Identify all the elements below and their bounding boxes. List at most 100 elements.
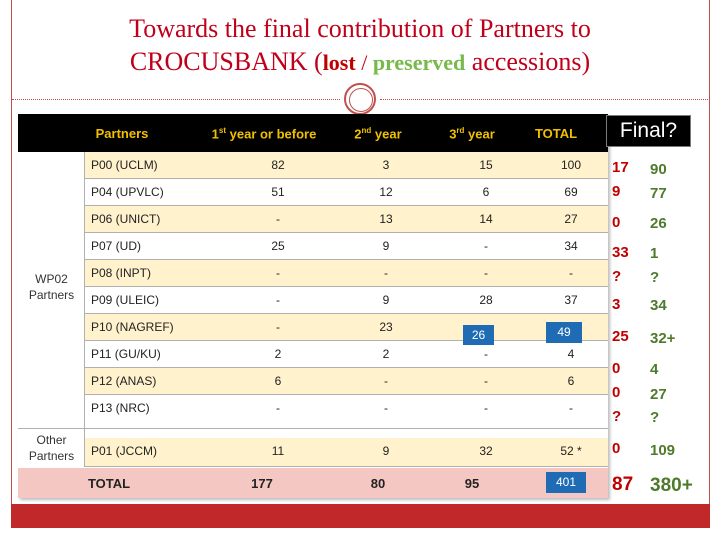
cell-partner: P12 (ANAS) (91, 374, 157, 388)
cell-y3: - (484, 239, 488, 253)
cell-y3: 14 (479, 212, 493, 226)
final-lost-value: 0 (612, 384, 621, 401)
final-lost-value: 33 (612, 244, 629, 261)
cell-partner: P08 (INPT) (91, 266, 152, 280)
table-row: P01 (JCCM) 11 9 32 52 * (85, 438, 608, 467)
cell-y2: 23 (379, 320, 393, 334)
cell-y3: - (484, 266, 488, 280)
cell-y1: - (276, 320, 280, 334)
cell-y2: 3 (382, 158, 390, 172)
cell-y1: 82 (271, 158, 285, 172)
header-year-3-text: year (464, 126, 495, 142)
final-lost-value: 0 (612, 214, 621, 231)
final-preserved-value: ? (650, 269, 660, 286)
table-row: P13 (NRC) - - - - (85, 395, 608, 429)
total-year-3: 95 (464, 476, 480, 491)
divider-left (12, 99, 340, 100)
cell-total: - (569, 266, 573, 280)
cell-y1: 6 (274, 374, 282, 388)
cell-total: 69 (564, 185, 578, 199)
final-lost-value: ? (612, 408, 622, 425)
final-lost-value: ? (612, 268, 622, 285)
final-lost-value: 9 (612, 183, 621, 200)
header-year-2-text: year (371, 126, 402, 142)
slide-title: Towards the final contribution of Partne… (0, 12, 720, 79)
cell-y1: 25 (271, 239, 285, 253)
table-row: P12 (ANAS) 6 - - 6 (85, 368, 608, 395)
final-preserved-value: ? (650, 409, 660, 426)
cell-y1: - (276, 293, 280, 307)
table-row: P07 (UD) 25 9 - 34 (85, 233, 608, 260)
final-lost-value: 3 (612, 296, 621, 313)
table-header: Partners 1st year or before 2nd year 3rd… (18, 114, 608, 152)
cell-y3: - (484, 374, 488, 388)
final-preserved-value: 90 (650, 161, 667, 178)
cell-total: 100 (560, 158, 582, 172)
final-preserved-value: 109 (650, 442, 676, 459)
table-row: P09 (ULEIC) - 9 28 37 (85, 287, 608, 314)
cell-y3: - (484, 347, 488, 361)
final-preserved-value: 77 (650, 185, 667, 202)
cell-total: 6 (567, 374, 575, 388)
header-year-3-num: 3 (449, 126, 457, 142)
header-year-1: 1st year or before (204, 126, 324, 141)
table-row: P11 (GU/KU) 2 2 - 4 (85, 341, 608, 368)
total-label: TOTAL (87, 476, 131, 491)
cell-y3: - (484, 401, 488, 415)
cell-partner: P06 (UNICT) (91, 212, 161, 226)
cell-partner: P11 (GU/KU) (91, 347, 161, 361)
cell-y1: 11 (271, 444, 285, 458)
final-lost-value: 0 (612, 440, 621, 457)
final-preserved-value: 34 (650, 297, 667, 314)
cell-total: 37 (564, 293, 578, 307)
cell-y3: 28 (479, 293, 493, 307)
final-total-preserved: 380+ (650, 475, 693, 496)
cell-partner: P13 (NRC) (91, 401, 150, 415)
final-preserved-value: 26 (650, 215, 667, 232)
title-line-1: Towards the final contribution of Partne… (129, 14, 591, 43)
cell-y2: 13 (379, 212, 393, 226)
final-label: Final? (606, 115, 691, 147)
total-year-1: 177 (251, 476, 273, 491)
table-row: P08 (INPT) - - - - (85, 260, 608, 287)
cell-partner: P01 (JCCM) (91, 444, 158, 458)
cell-y2: 2 (382, 347, 390, 361)
note-grand-total: 401 (546, 472, 586, 493)
title-lost: lost (322, 50, 356, 75)
cell-y3: 15 (479, 158, 493, 172)
cell-partner: P10 (NAGREF) (91, 320, 174, 334)
table-total-row: TOTAL 177 80 95 (18, 468, 608, 498)
final-lost-value: 0 (612, 360, 621, 377)
cell-y2: 9 (382, 444, 390, 458)
cell-y1: - (276, 266, 280, 280)
cell-y2: 9 (382, 239, 390, 253)
final-lost-value: 25 (612, 328, 629, 345)
group-wp02-line2: Partners (28, 288, 75, 302)
footer-bar (11, 504, 710, 528)
group-other-line2: Partners (28, 449, 75, 463)
group-wp02-partners: WP02 Partners (18, 152, 85, 429)
title-separator: / (355, 50, 373, 75)
final-total-lost: 87 (612, 474, 634, 495)
final-preserved-value: 1 (650, 245, 659, 262)
cell-y3: 32 (479, 444, 493, 458)
cell-y1: - (276, 212, 280, 226)
cell-y1: 51 (271, 185, 285, 199)
cell-partner: P07 (UD) (91, 239, 142, 253)
final-preserved-value: 27 (650, 386, 667, 403)
header-year-2-num: 2 (354, 126, 362, 142)
partners-table: Partners 1st year or before 2nd year 3rd… (18, 114, 608, 498)
header-year-3-sup: rd (456, 126, 465, 135)
final-lost-value: 17 (612, 159, 629, 176)
divider-right (380, 99, 710, 100)
cell-total: - (569, 401, 573, 415)
cell-y2: 12 (379, 185, 393, 199)
header-year-1-text: year or before (226, 126, 317, 142)
cell-y2: - (384, 266, 388, 280)
table-row: P00 (UCLM) 82 3 15 100 (85, 152, 608, 179)
title-line-2: CROCUSBANK (lost / preserved accessions) (0, 45, 720, 79)
cell-y2: 9 (382, 293, 390, 307)
note-p10-total: 49 (546, 322, 582, 343)
header-year-1-sup: st (218, 126, 227, 135)
cell-total: 34 (564, 239, 578, 253)
